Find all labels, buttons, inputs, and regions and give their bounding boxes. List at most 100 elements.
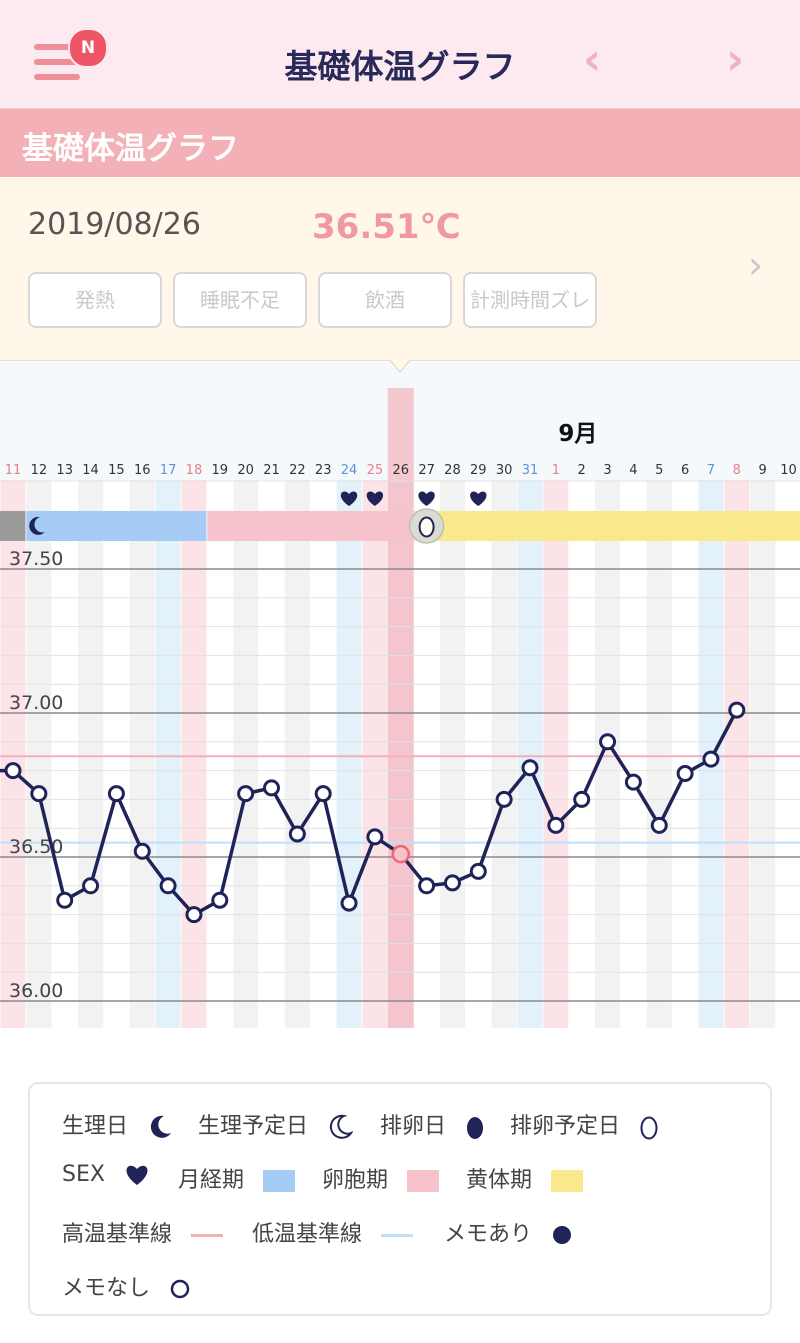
day-label: 25 <box>367 463 384 478</box>
data-point <box>159 877 177 895</box>
month-label: 9月 <box>558 421 597 447</box>
notification-badge: N <box>68 28 108 68</box>
menstrual-swatch <box>263 1170 296 1192</box>
legend-follicular-phase: 卵胞期 <box>322 1162 440 1194</box>
high-line-swatch <box>191 1233 224 1237</box>
day-label: 19 <box>212 463 229 478</box>
legend-sex: SEX <box>62 1162 150 1187</box>
day-label: 17 <box>160 463 177 478</box>
day-column <box>207 480 233 1028</box>
day-column <box>543 480 569 1028</box>
record-date: 2019/08/26 <box>28 207 201 242</box>
data-point <box>56 891 74 909</box>
day-label: 4 <box>629 463 637 478</box>
temperature-chart[interactable]: 11 12 13 14 15 16 17 18 19 20 21 22 23 24 25 26 27 28 29 30… <box>0 362 800 1082</box>
phase-band-menstrual <box>26 511 207 541</box>
day-column <box>181 480 207 1028</box>
day-label: 7 <box>707 463 715 478</box>
record-panel[interactable]: 2019/08/26 36.51℃ 発熱 睡眠不足 飲酒 計測時間ズレ › <box>0 177 800 361</box>
legend-memo-no: メモなし <box>62 1270 191 1302</box>
day-column <box>52 480 78 1028</box>
legend-high-line: 高温基準線 <box>62 1216 224 1248</box>
day-column <box>129 480 155 1028</box>
legend-sex-label: SEX <box>62 1162 105 1187</box>
data-point <box>185 906 203 924</box>
data-point <box>133 842 151 860</box>
legend-luteal-phase: 黄体期 <box>466 1162 584 1194</box>
y-tick-label: 37.00 <box>9 692 63 714</box>
data-point <box>624 773 642 791</box>
legend: 生理日 生理予定日 排卵日 排卵予定日 SEX 月経期 卵胞期 黄体期 高温基準… <box>28 1082 772 1316</box>
day-label: 23 <box>315 463 332 478</box>
legend-low-line: 低温基準線 <box>252 1216 414 1248</box>
day-label: 28 <box>444 463 461 478</box>
day-label: 29 <box>470 463 487 478</box>
day-label: 10 <box>780 463 797 478</box>
tag-alcohol[interactable]: 飲酒 <box>318 272 452 328</box>
day-column <box>646 480 672 1028</box>
day-column <box>103 480 129 1028</box>
day-label: 14 <box>82 463 99 478</box>
data-point <box>521 759 539 777</box>
day-label: 2 <box>578 463 586 478</box>
data-point <box>650 816 668 834</box>
day-label: 27 <box>418 463 435 478</box>
data-point <box>211 891 229 909</box>
day-column <box>439 480 465 1028</box>
moon-filled-icon <box>29 516 45 535</box>
data-point <box>237 785 255 803</box>
day-column <box>284 480 310 1028</box>
memo-filled-icon <box>553 1226 572 1244</box>
legend-ovulation-label: 排卵日 <box>380 1114 447 1139</box>
chevron-right-icon[interactable]: › <box>748 243 764 287</box>
day-label: 6 <box>681 463 689 478</box>
day-column <box>362 480 388 1028</box>
day-column <box>569 480 595 1028</box>
legend-menstrual-phase: 月経期 <box>178 1162 296 1194</box>
day-column <box>672 480 698 1028</box>
day-label: 8 <box>733 463 741 478</box>
sex-heart-icon <box>366 491 384 506</box>
data-point <box>263 779 280 797</box>
legend-period: 生理日 <box>62 1108 173 1140</box>
menu-icon[interactable] <box>34 42 80 82</box>
egg-filled-icon <box>467 1117 484 1139</box>
day-column <box>776 480 800 1028</box>
day-label: 26 <box>392 463 409 478</box>
day-label: 20 <box>237 463 254 478</box>
legend-follicular-label: 卵胞期 <box>322 1168 389 1193</box>
low-line-swatch <box>381 1233 414 1237</box>
legend-memo-no-label: メモなし <box>62 1276 151 1301</box>
day-column <box>310 480 336 1028</box>
follicular-swatch <box>407 1170 440 1192</box>
tag-fever[interactable]: 発熱 <box>28 272 162 328</box>
legend-period-label: 生理日 <box>62 1114 129 1139</box>
data-point <box>676 764 694 782</box>
legend-ovulation-expected: 排卵予定日 <box>510 1108 659 1140</box>
tag-measure-time-gap[interactable]: 計測時間ズレ <box>463 272 597 328</box>
sex-heart-icon <box>418 491 435 506</box>
data-point <box>366 828 384 846</box>
day-column <box>620 480 646 1028</box>
day-label: 15 <box>108 463 125 478</box>
day-column <box>491 480 517 1028</box>
legend-memo-yes: メモあり <box>444 1216 573 1248</box>
day-label: 21 <box>263 463 280 478</box>
day-column <box>465 480 491 1028</box>
tag-lack-of-sleep[interactable]: 睡眠不足 <box>173 272 307 328</box>
day-label: 24 <box>341 463 358 478</box>
data-point <box>728 701 746 719</box>
day-label: 31 <box>522 463 539 478</box>
data-point <box>82 877 100 895</box>
phase-band-prev <box>0 511 26 541</box>
day-column <box>259 480 284 1028</box>
egg-outline-icon <box>640 1116 658 1140</box>
data-point <box>314 785 332 803</box>
prev-arrow-icon[interactable]: ‹ <box>583 34 602 85</box>
top-bar: N 基礎体温グラフ ‹ › <box>0 0 800 109</box>
data-point <box>30 785 48 803</box>
next-arrow-icon[interactable]: › <box>726 34 745 85</box>
section-title: 基礎体温グラフ <box>22 131 239 167</box>
day-column <box>78 480 104 1028</box>
day-label: 5 <box>655 463 663 478</box>
